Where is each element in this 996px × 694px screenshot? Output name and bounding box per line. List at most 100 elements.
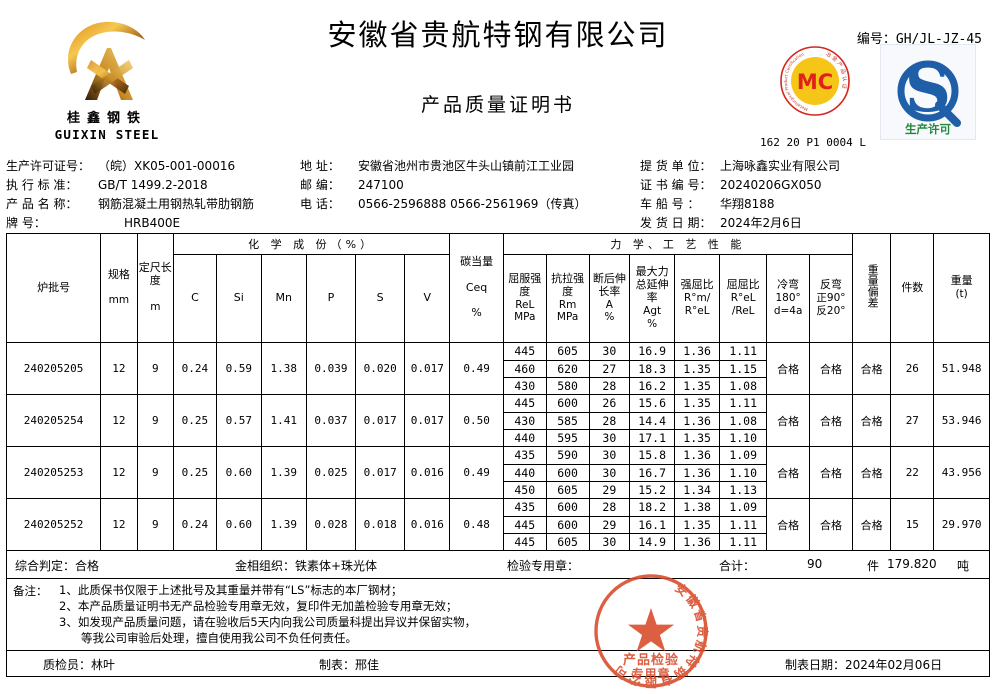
info-row: 产 品 名 称： 钢筋混凝土用钢热轧带肋钢筋	[6, 195, 254, 214]
header-length: 定尺长度 m	[136, 233, 175, 343]
cell-si: 0.60	[215, 498, 262, 551]
info-column-right: 提 货 单 位： 上海咏鑫实业有限公司 证 书 编 号： 20240206GX050…	[640, 157, 840, 233]
header-agt: 最大力总延伸率 Agt %	[629, 254, 676, 343]
cell-pieces: 26	[890, 342, 935, 395]
cell-weight-deviation: 合格	[851, 342, 892, 395]
header-spec: 规格 mm	[100, 233, 138, 343]
notes-label: 备注：	[13, 584, 48, 598]
mech-value: 1.34	[683, 482, 711, 497]
footer-row: 质检员：林叶 制表：邢佳 制表日期：2024年02月06日	[6, 651, 990, 677]
header-tensile-strength: 抗拉强度 Rm MPa	[545, 254, 590, 343]
mech-value: 580	[557, 378, 578, 393]
info-row: 发 货 日 期： 2024年2月6日	[640, 214, 840, 233]
info-row: 提 货 单 位： 上海咏鑫实业有限公司	[640, 157, 840, 176]
cell-mn: 1.39	[260, 446, 307, 499]
cell-v: 0.017	[404, 394, 451, 447]
mech-value: 1.09	[720, 447, 767, 465]
mech-value: 435	[503, 499, 546, 517]
cell-s: 0.017	[355, 394, 406, 447]
header-p: P	[305, 254, 357, 343]
cell-mech-rm: 600 600 605	[545, 498, 590, 551]
mech-value: 605	[557, 534, 578, 549]
document-header: 桂鑫钢铁 GUIXIN STEEL 安徽省贵航特钢有限公司 产品质量证明书 编号…	[0, 0, 996, 155]
field-label: 电 话：	[300, 197, 340, 211]
total-pieces: 90	[807, 557, 823, 571]
mech-value: 430	[514, 378, 536, 393]
mech-value: 14.4	[630, 412, 675, 430]
cell-mech-rel: 435 440 450	[502, 446, 547, 499]
mech-value: 17.1	[638, 430, 666, 445]
cell-spec: 12	[100, 498, 138, 551]
field-value: 安徽省池州市贵池区牛头山镇前江工业园	[358, 159, 575, 173]
mech-value: 1.15	[720, 360, 767, 378]
mech-value: 460	[503, 360, 546, 378]
mech-value: 1.35	[675, 516, 720, 534]
cell-mech-ratio2: 1.11 1.15 1.08	[719, 342, 768, 395]
cell-length: 9	[136, 394, 175, 447]
cell-length: 9	[136, 498, 175, 551]
mech-value: 1.36	[675, 412, 720, 430]
total-label: 合计：	[719, 559, 756, 573]
field-value: 0566-2596888 0566-2561969（传真）	[358, 197, 587, 211]
cell-mech-ratio2: 1.11 1.08 1.10	[719, 394, 768, 447]
mech-value: 30	[589, 343, 630, 361]
metallography: 金相组织：铁素体+珠光体	[235, 559, 378, 573]
field-label: 生产许可证号：	[6, 159, 91, 173]
mech-value: 1.11	[720, 343, 767, 361]
cell-weight-deviation: 合格	[851, 498, 892, 551]
field-value: 20240206GX050	[720, 178, 822, 192]
mech-value: 620	[546, 360, 589, 378]
cell-p: 0.039	[305, 342, 357, 395]
mech-value: 445	[503, 516, 546, 534]
inspector-name: 质检员：林叶	[43, 658, 116, 672]
cell-s: 0.017	[355, 446, 406, 499]
field-label: 牌 号：	[6, 216, 46, 230]
note-item: 3、如发现产品质量问题，请在验收后5天内向我公司质量科提出异议并保留实物，	[59, 615, 477, 629]
mech-value: 14.9	[638, 534, 666, 549]
cell-p: 0.037	[305, 394, 357, 447]
summary-row: 综合判定：合格 金相组织：铁素体+珠光体 检验专用章： 合计： 90 件 179…	[6, 551, 990, 579]
cell-mech-agt: 18.2 16.1 14.9	[629, 498, 676, 551]
cell-weight-deviation: 合格	[851, 394, 892, 447]
cell-reverse-bend: 合格	[809, 394, 853, 447]
mech-value: 1.38	[675, 499, 720, 517]
mech-value: 445	[514, 534, 536, 549]
field-value: 钢筋混凝土用钢热轧带肋钢筋	[98, 197, 255, 211]
cell-mech-rm: 605 620 580	[545, 342, 590, 395]
cell-cold-bend: 合格	[766, 394, 811, 447]
cell-mech-ratio2: 1.09 1.11 1.11	[719, 498, 768, 551]
header-v: V	[404, 254, 451, 343]
table-row: 240205252 12 9 0.24 0.60 1.39 0.028 0.018 0.016 0…	[5, 498, 990, 551]
company-logo: 桂鑫钢铁 GUIXIN STEEL	[32, 14, 182, 142]
cell-furnace: 240205253	[5, 446, 102, 499]
header-weight-deviation: 重量偏差	[851, 233, 892, 343]
mech-value: 1.11	[720, 395, 767, 413]
mech-value: 1.36	[675, 464, 720, 482]
mech-value: 27	[589, 360, 630, 378]
table-row: 240205205 12 9 0.24 0.59 1.38 0.039 0.020 0.017 0…	[5, 342, 990, 395]
mech-value: 600	[546, 464, 589, 482]
mech-value: 1.36	[675, 343, 720, 361]
cell-length: 9	[136, 446, 175, 499]
page-subtitle: 产品质量证明书	[420, 94, 575, 116]
mech-value: 1.08	[720, 412, 767, 430]
mech-value: 1.35	[675, 395, 720, 413]
cell-reverse-bend: 合格	[809, 446, 853, 499]
field-label: 邮 编：	[300, 178, 340, 192]
cell-mech-ratio2: 1.09 1.10 1.13	[719, 446, 768, 499]
cell-weight: 53.946	[933, 394, 990, 447]
mech-value: 29	[602, 482, 617, 497]
logo-text-cn: 桂鑫钢铁	[66, 111, 147, 126]
field-label: 证 书 编 号：	[640, 178, 712, 192]
field-label: 发 货 日 期：	[640, 216, 712, 230]
cell-si: 0.60	[215, 446, 262, 499]
mech-value: 605	[557, 482, 578, 497]
note-item: 2、本产品质量证明书无产品检验专用章无效，复印件无加盖检验专用章无效；	[59, 599, 458, 613]
mech-value: 1.11	[729, 534, 758, 549]
mech-value: 15.6	[630, 395, 675, 413]
mech-value: 16.1	[630, 516, 675, 534]
table-subheader-row: C Si Mn P S V 屈服强度 ReL MPa 抗拉强度 Rm MPa 断…	[7, 254, 990, 343]
cell-c: 0.24	[173, 498, 217, 551]
header-elongation: 断后伸长率 A %	[588, 254, 631, 343]
field-value: GB/T 1499.2-2018	[98, 178, 208, 192]
